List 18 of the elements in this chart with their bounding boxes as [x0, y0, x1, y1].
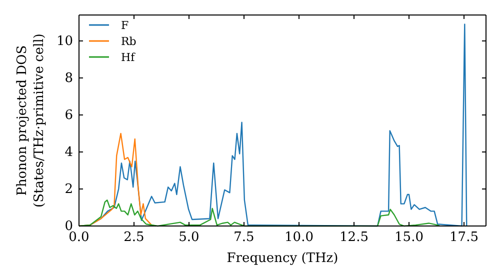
legend-label: Rb: [121, 35, 136, 48]
x-tick-label: 7.5: [234, 230, 254, 246]
y-tick-label: 8: [64, 71, 73, 86]
y-axis-title: Phonon projected DOS (States/THz·primitive cell): [15, 33, 47, 208]
y-tick-label: 2: [64, 182, 73, 198]
legend-label: F: [121, 19, 129, 32]
y-tick-label: 6: [64, 108, 73, 124]
y-tick-label: 10: [56, 34, 73, 50]
x-axis-title: Frequency (THz): [226, 251, 338, 266]
x-tick-label: 12.5: [340, 230, 368, 246]
x-tick-label: 5.0: [178, 230, 200, 246]
x-tick-label: 10.0: [284, 230, 314, 246]
legend-label: Hf: [121, 51, 136, 64]
x-tick-label: 0.0: [68, 230, 90, 246]
x-tick-label: 2.5: [124, 230, 144, 246]
y-tick-label: 4: [64, 145, 73, 160]
x-tick-label: 17.5: [450, 230, 478, 246]
x-tick-label: 15.0: [394, 230, 424, 246]
